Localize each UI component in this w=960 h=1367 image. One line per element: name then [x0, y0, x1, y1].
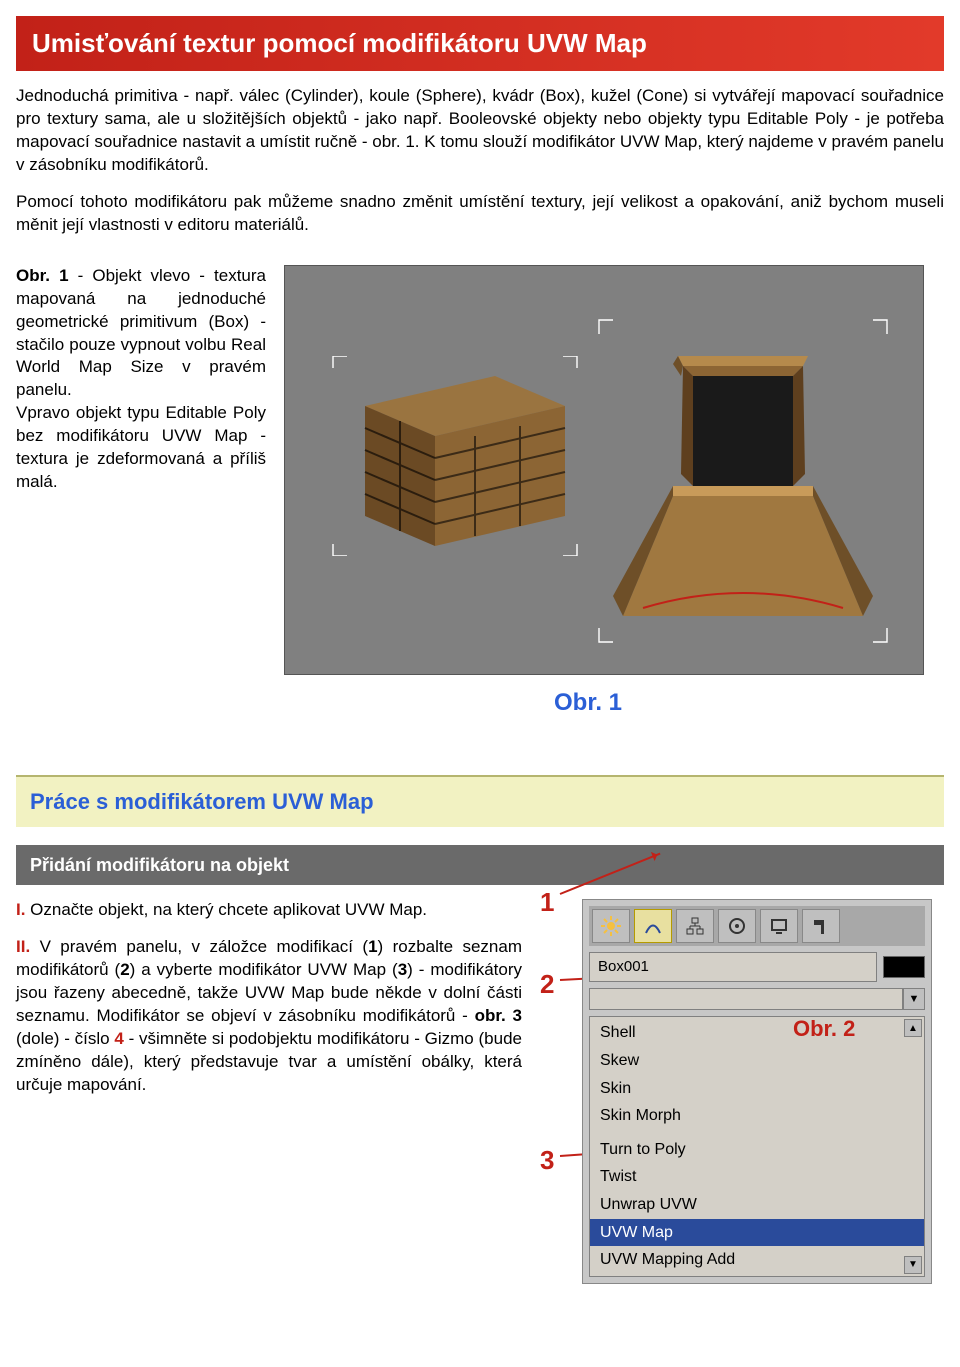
tab-display[interactable]: [760, 909, 798, 943]
hierarchy-icon: [685, 916, 705, 936]
marker-3: 3: [540, 1143, 554, 1178]
ref-4: 4: [114, 1029, 123, 1048]
bottom-row: I. Označte objekt, na který chcete aplik…: [16, 899, 944, 1284]
subsection-title: Přidání modifikátoru na objekt: [16, 845, 944, 885]
step-2a: V pravém panelu, v záložce modifikací (: [30, 937, 368, 956]
scroll-down-button[interactable]: ▼: [904, 1256, 922, 1274]
steps-text: I. Označte objekt, na který chcete aplik…: [16, 899, 522, 1111]
intro-paragraph-2: Pomocí tohoto modifikátoru pak můžeme sn…: [16, 191, 944, 237]
section-title: Práce s modifikátorem UVW Map: [16, 775, 944, 827]
viewport: [284, 265, 924, 675]
list-item[interactable]: Skew: [590, 1047, 924, 1075]
fig1-prefix: Obr. 1: [16, 266, 69, 285]
ref-1: 1: [368, 937, 377, 956]
scroll-up-button[interactable]: ▲: [904, 1019, 922, 1037]
figure-1-caption: Obr. 1 - Objekt vlevo - textura mapovaná…: [16, 265, 266, 494]
panel-tabs: [589, 906, 925, 946]
list-item[interactable]: Skin: [590, 1075, 924, 1103]
dropdown-field: [589, 988, 903, 1010]
modifier-panel: Box001 ▼ ▲ Shell Skew Skin Skin Morph Tu…: [582, 899, 932, 1284]
ref-obr3: obr. 3: [475, 1006, 522, 1025]
arc-icon: [643, 916, 663, 936]
page-title: Umisťování textur pomocí modifikátoru UV…: [16, 16, 944, 71]
modifier-list: ▲ Shell Skew Skin Skin Morph Turn to Pol…: [589, 1016, 925, 1276]
modifier-dropdown[interactable]: ▼: [589, 988, 925, 1010]
ref-2: 2: [120, 960, 129, 979]
list-item[interactable]: Skin Morph: [590, 1102, 924, 1130]
markers-column: 1 2 3: [540, 899, 564, 1199]
step-2c: ) a vyberte modifikátor UVW Map (: [130, 960, 398, 979]
tab-utilities[interactable]: [802, 909, 840, 943]
figure-1-label: Obr. 1: [554, 687, 944, 719]
list-item[interactable]: Twist: [590, 1163, 924, 1191]
tab-create[interactable]: [592, 909, 630, 943]
list-item[interactable]: Turn to Poly: [590, 1136, 924, 1164]
list-item[interactable]: Shell: [590, 1019, 924, 1047]
list-item[interactable]: UVW Mapping Add: [590, 1246, 924, 1274]
figure-2-label: Obr. 2: [793, 1014, 855, 1044]
figure-1-image: Obr. 1: [284, 265, 944, 719]
marker-1: 1: [540, 885, 554, 920]
figure-1-row: Obr. 1 - Objekt vlevo - textura mapovaná…: [16, 265, 944, 719]
ref-3: 3: [398, 960, 407, 979]
step-2-roman: II.: [16, 937, 30, 956]
step-1-text: Označte objekt, na který chcete aplikova…: [25, 900, 427, 919]
brick-cube-icon: [325, 356, 585, 556]
wheel-icon: [727, 916, 747, 936]
monitor-icon: [769, 916, 789, 936]
hammer-icon: [811, 916, 831, 936]
list-item-selected[interactable]: UVW Map: [590, 1219, 924, 1247]
step-2e: (dole) - číslo: [16, 1029, 114, 1048]
dropdown-button[interactable]: ▼: [903, 988, 925, 1010]
list-item[interactable]: Unwrap UVW: [590, 1191, 924, 1219]
tab-motion[interactable]: [718, 909, 756, 943]
object-name-row: Box001: [589, 952, 925, 982]
object-name-field[interactable]: Box001: [589, 952, 877, 982]
marker-2: 2: [540, 967, 554, 1002]
fig1-body: - Objekt vlevo - textura mapovaná na jed…: [16, 266, 266, 400]
tab-hierarchy[interactable]: [676, 909, 714, 943]
intro-paragraph-1: Jednoduchá primitiva - např. válec (Cyli…: [16, 85, 944, 177]
tab-modify[interactable]: [634, 909, 672, 943]
sun-icon: [601, 916, 621, 936]
color-swatch[interactable]: [883, 956, 925, 978]
fig1-body2: Vpravo objekt typu Editable Poly bez mod…: [16, 403, 266, 491]
pedestal-icon: [593, 316, 893, 646]
